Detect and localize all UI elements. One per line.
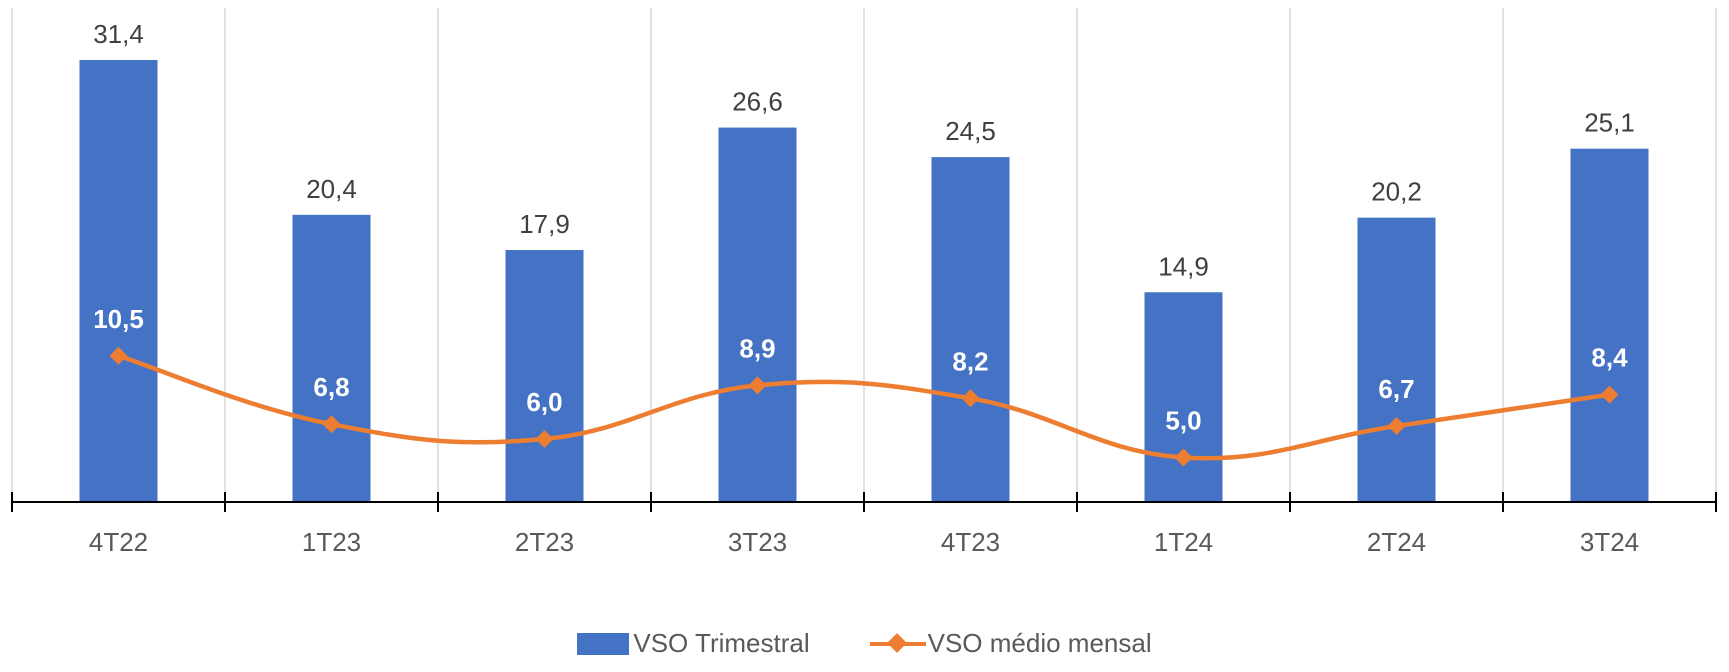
bar-value-label: 25,1 <box>1584 108 1635 138</box>
x-tick-label: 3T24 <box>1580 527 1639 557</box>
line-value-label: 8,9 <box>739 333 775 363</box>
bar-3T24 <box>1570 148 1649 503</box>
x-tick-label: 2T24 <box>1367 527 1426 557</box>
bar-4T23 <box>931 157 1010 503</box>
bar-value-label: 14,9 <box>1158 251 1209 281</box>
chart-gridlines <box>11 8 1717 502</box>
line-point-3T24 <box>1600 385 1619 404</box>
bar-value-label: 26,6 <box>732 87 783 117</box>
line-value-label: 8,4 <box>1591 343 1628 373</box>
bar-1T23 <box>292 214 371 502</box>
x-tick-label: 1T23 <box>302 527 361 557</box>
bar-value-label: 20,4 <box>306 174 357 204</box>
bar-4T22 <box>79 60 158 502</box>
legend-line-swatch <box>869 632 926 655</box>
line-point-4T22 <box>109 346 128 365</box>
x-tick-label: 4T22 <box>89 527 148 557</box>
bar-1T24 <box>1144 292 1223 502</box>
bar-value-label: 31,4 <box>93 19 144 49</box>
line-point-2T24 <box>1387 417 1406 436</box>
x-axis: 4T22 1T23 2T23 3T23 4T23 1T24 2T24 3T24 <box>11 492 1717 557</box>
legend-bar-swatch <box>577 632 630 655</box>
line-point-2T23 <box>535 430 554 448</box>
x-tick-label: 3T23 <box>728 527 787 557</box>
legend-item-line: VSO médio mensal <box>869 628 1152 659</box>
line-value-label: 8,2 <box>952 346 988 376</box>
bar-2T23 <box>505 250 584 502</box>
legend-item-bar: VSO Trimestral <box>577 628 810 659</box>
line-point-3T23 <box>748 376 767 395</box>
legend-line-label: VSO médio mensal <box>927 628 1152 658</box>
line-point-1T24 <box>1174 448 1193 467</box>
bar-2T24 <box>1357 217 1436 502</box>
chart: 4T22 1T23 2T23 3T23 4T23 1T24 2T24 3T24 31,4 20,… <box>11 8 1717 557</box>
bar-value-label: 24,5 <box>945 116 996 146</box>
data-labels: 31,4 20,4 17,9 26,6 24,5 14,9 20,2 25,1 10,5 6,8 6… <box>93 19 1635 436</box>
legend-bar-label: VSO Trimestral <box>633 628 810 658</box>
line-point-4T23 <box>961 389 980 408</box>
line-value-label: 6,0 <box>526 387 562 417</box>
bar-series <box>79 60 1649 503</box>
line-series <box>109 346 1619 467</box>
legend: VSO Trimestral VSO médio mensal <box>0 628 1729 659</box>
bar-value-label: 20,2 <box>1371 177 1422 207</box>
bar-value-label: 17,9 <box>519 209 570 239</box>
x-tick-label: 2T23 <box>515 527 574 557</box>
line-path <box>116 353 1612 461</box>
bar-3T23 <box>718 127 797 502</box>
line-value-label: 6,8 <box>313 372 349 402</box>
line-value-label: 6,7 <box>1378 374 1414 404</box>
x-tick-label: 4T23 <box>941 527 1000 557</box>
x-tick-label: 1T24 <box>1154 527 1213 557</box>
line-value-label: 10,5 <box>93 304 144 334</box>
line-value-label: 5,0 <box>1165 406 1201 436</box>
line-point-1T23 <box>322 415 341 434</box>
